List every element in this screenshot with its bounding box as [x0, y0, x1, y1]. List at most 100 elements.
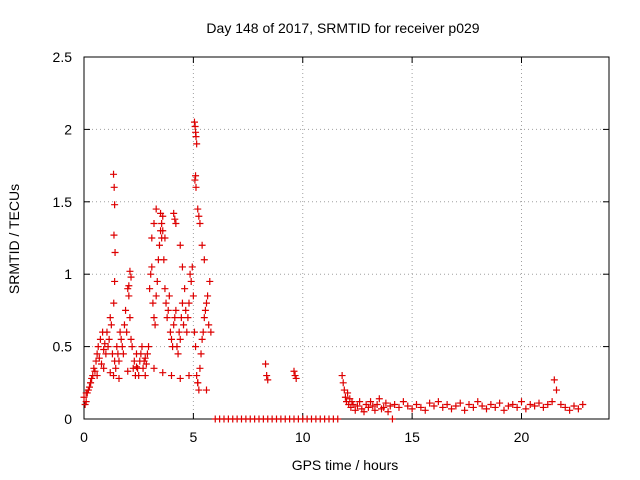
data-point: [491, 403, 499, 411]
data-point: [126, 267, 134, 275]
data-point: [483, 405, 490, 413]
data-point: [193, 372, 201, 380]
y-tick-label: 0: [64, 411, 72, 427]
data-point: [191, 176, 199, 184]
data-point: [91, 367, 99, 375]
data-point: [171, 314, 179, 322]
data-point: [334, 415, 342, 423]
data-point: [182, 306, 190, 314]
data-point: [128, 343, 136, 351]
data-point: [176, 374, 184, 382]
data-point: [100, 345, 108, 353]
data-point: [351, 406, 359, 414]
data-point: [465, 401, 473, 409]
data-point: [522, 405, 530, 413]
data-point: [158, 220, 166, 228]
data-point: [206, 277, 214, 285]
data-point: [478, 402, 486, 410]
data-point: [147, 270, 155, 278]
data-point: [199, 328, 207, 336]
data-point: [127, 273, 135, 281]
data-point: [170, 321, 178, 329]
data-point: [174, 350, 182, 358]
data-point: [364, 403, 372, 411]
data-point: [178, 299, 186, 307]
data-point: [434, 398, 442, 406]
data-point: [384, 408, 392, 416]
data-point: [184, 314, 192, 322]
data-point: [200, 314, 208, 322]
y-tick-label: 2.5: [53, 49, 73, 65]
data-point: [388, 415, 396, 423]
data-point: [535, 399, 543, 407]
data-point: [125, 292, 133, 300]
data-point: [439, 403, 447, 411]
data-point: [518, 398, 525, 406]
data-point: [373, 401, 381, 409]
data-point: [262, 360, 270, 368]
data-point: [579, 401, 587, 409]
data-point: [338, 372, 346, 380]
data-point: [570, 402, 578, 410]
data-point: [207, 328, 215, 336]
data-point: [496, 399, 504, 407]
data-point: [544, 401, 552, 409]
data-point: [151, 321, 159, 329]
data-point: [105, 335, 113, 343]
data-point: [80, 393, 88, 401]
data-point: [201, 306, 209, 314]
data-point: [111, 201, 119, 209]
x-tick-label: 20: [514, 429, 530, 445]
data-point: [126, 314, 134, 322]
data-point: [474, 398, 482, 406]
data-point: [203, 386, 210, 394]
data-point: [116, 328, 124, 336]
data-point: [87, 379, 95, 387]
data-point: [195, 212, 203, 220]
x-tick-label: 10: [295, 429, 311, 445]
data-point: [110, 231, 118, 239]
y-tick-label: 2: [64, 121, 72, 137]
data-point: [180, 321, 188, 329]
data-point: [139, 364, 147, 372]
data-point: [118, 343, 126, 351]
data-point: [413, 401, 420, 409]
data-point: [557, 401, 565, 409]
data-point: [175, 328, 183, 336]
data-point: [500, 406, 508, 414]
data-point: [157, 209, 165, 217]
data-point: [188, 263, 196, 271]
data-point: [152, 292, 160, 300]
data-point: [165, 292, 173, 300]
data-point: [399, 398, 407, 406]
data-point: [509, 401, 517, 409]
data-point: [82, 398, 90, 406]
data-point: [115, 357, 123, 365]
data-point: [102, 350, 110, 358]
data-point: [192, 133, 200, 141]
data-point: [548, 398, 556, 406]
data-point: [155, 241, 163, 249]
data-point: [404, 402, 412, 410]
data-point: [110, 170, 118, 178]
data-point: [93, 372, 101, 380]
x-tick-label: 15: [404, 429, 420, 445]
data-point: [386, 402, 394, 410]
data-point: [504, 402, 512, 410]
data-point: [93, 350, 101, 358]
data-point: [203, 299, 210, 307]
data-point: [122, 306, 130, 314]
x-tick-label: 0: [80, 429, 88, 445]
y-tick-label: 1.5: [53, 194, 73, 210]
data-point: [461, 406, 469, 414]
data-point: [375, 395, 383, 403]
data-point: [204, 292, 212, 300]
data-point: [100, 364, 108, 372]
data-point: [162, 299, 170, 307]
data-point: [263, 372, 271, 380]
data-point: [553, 386, 560, 394]
data-point: [198, 241, 206, 249]
data-point: [339, 379, 347, 387]
data-point: [112, 364, 120, 372]
